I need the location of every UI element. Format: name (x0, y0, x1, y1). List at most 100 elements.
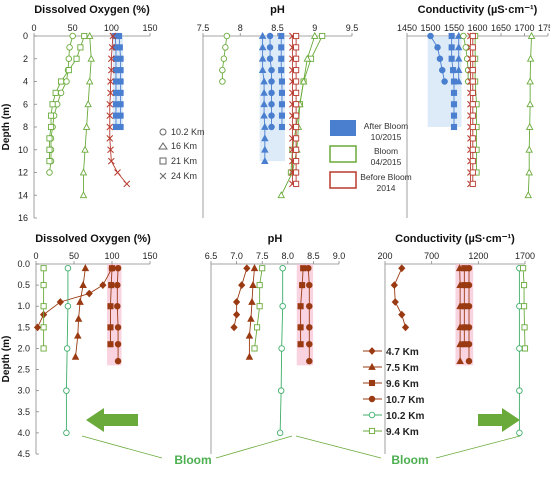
data-point (319, 32, 326, 40)
data-point (401, 323, 410, 332)
data-point (278, 32, 285, 40)
data-point (293, 180, 300, 187)
data-point (441, 78, 448, 85)
data-point (114, 169, 121, 176)
y-tick-label: 1.5 (17, 322, 30, 332)
legend-after-label: After Bloom (364, 121, 408, 131)
data-point (293, 44, 300, 51)
data-point (71, 352, 80, 360)
sample-band (107, 264, 122, 366)
series (305, 264, 313, 365)
data-point (454, 54, 463, 62)
series-line (75, 268, 86, 357)
data-point (112, 123, 120, 131)
data-point (108, 282, 115, 289)
bloom-arrow-right (478, 408, 520, 432)
bloom-label-left: Bloom (174, 453, 211, 467)
data-point (107, 303, 114, 310)
series (251, 265, 266, 352)
data-point (297, 303, 304, 310)
y-tick-label: 2.5 (17, 365, 30, 375)
data-point (259, 265, 266, 272)
y-tick-label: 16 (18, 213, 28, 223)
x-tick-label: 150 (142, 251, 157, 261)
data-point (73, 55, 80, 62)
x-tick-label: 1200 (468, 251, 488, 261)
data-point (223, 32, 231, 40)
data-point (106, 100, 114, 108)
series (293, 32, 300, 187)
data-point (368, 395, 376, 403)
data-point (260, 100, 268, 108)
y-tick-label: 4.0 (17, 428, 30, 438)
data-point (114, 357, 122, 365)
legend-bottom-item: 4.7 Km (363, 347, 419, 358)
data-point (469, 78, 476, 85)
data-point (58, 78, 65, 85)
data-point (278, 55, 285, 62)
data-point (293, 32, 300, 40)
x-tick-label: 700 (424, 251, 439, 261)
data-point (525, 168, 533, 176)
data-point (63, 78, 70, 85)
series (107, 265, 116, 348)
data-point (293, 78, 300, 85)
data-point (114, 281, 121, 289)
series (112, 32, 120, 131)
legend-before-sub: 2014 (377, 183, 396, 193)
data-point (460, 32, 467, 40)
x-tick-label: 9 (312, 23, 317, 33)
data-point (293, 158, 300, 165)
y-tick-label: 2.0 (17, 343, 30, 353)
data-point (268, 66, 275, 74)
data-point (278, 345, 285, 352)
data-point (57, 89, 65, 97)
data-point (368, 362, 376, 370)
series (33, 264, 116, 332)
data-point (427, 32, 434, 40)
data-point (266, 55, 274, 63)
series (114, 264, 122, 365)
data-point (268, 78, 275, 85)
data-point (277, 387, 285, 394)
data-point (254, 324, 261, 331)
data-point (455, 264, 464, 272)
legend-before-label: Before Bloom (360, 172, 412, 182)
data-point (232, 310, 241, 319)
data-point (398, 264, 406, 273)
legend-station-label: 10.2 Km (171, 127, 205, 137)
data-point (107, 157, 115, 165)
data-point (268, 100, 275, 108)
data-point (66, 44, 73, 51)
sample-band (296, 264, 314, 366)
legend-bottom-label: 7.5 Km (386, 363, 419, 374)
panel-top-left: Dissolved Oxygen (%) 0 50 100 150 0 2 4 6 8 10 12 14… (1, 4, 158, 223)
chart-title: Dissolved Oxygen (%) (34, 4, 150, 16)
series (219, 32, 231, 85)
legend-station-label: 16 Km (171, 141, 197, 151)
data-point (465, 324, 473, 331)
data-point (300, 265, 307, 272)
y-tick-label: 12 (18, 168, 28, 178)
panel-bottom-left: Dissolved Oxygen (%) 0 50 100 150 0.0 0.5 1.0 1.… (1, 233, 158, 459)
y-axis-label: Depth (m) (1, 336, 12, 383)
data-point (108, 44, 116, 51)
x-tick-label: 9.0 (333, 251, 346, 261)
series (258, 31, 269, 164)
data-point (266, 44, 274, 51)
data-point (219, 66, 226, 74)
data-point (448, 44, 455, 51)
data-point (107, 55, 115, 63)
data-point (306, 357, 313, 365)
x-tick-label: 50 (68, 23, 78, 33)
data-point (434, 44, 441, 51)
legend-stations: 10.2 Km 16 Km 21 Km 24 Km (158, 127, 205, 181)
data-point (63, 345, 71, 352)
chart-title: Conductivity (µS·cm⁻¹) (418, 4, 538, 16)
data-point (299, 77, 308, 85)
data-point (524, 191, 533, 199)
data-point (450, 89, 458, 96)
legend-station-item: 16 Km (158, 141, 197, 151)
data-point (293, 169, 300, 176)
